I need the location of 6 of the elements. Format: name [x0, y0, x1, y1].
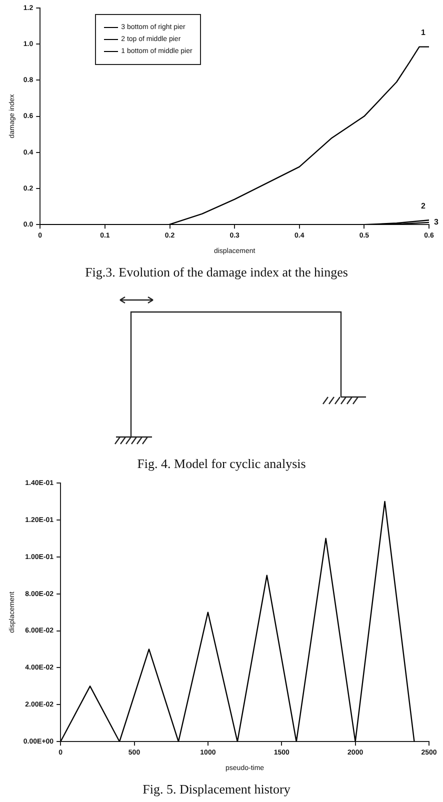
text: Fig.3. Evolution of the damage index at the hinges	[85, 264, 348, 280]
text: Fig. 5. Displacement history	[142, 782, 291, 797]
annotation: 2	[421, 201, 426, 210]
annotation: 1	[421, 28, 426, 38]
text: 3	[434, 218, 439, 227]
text: Fig. 4. Model for cyclic analysis	[136, 456, 307, 472]
